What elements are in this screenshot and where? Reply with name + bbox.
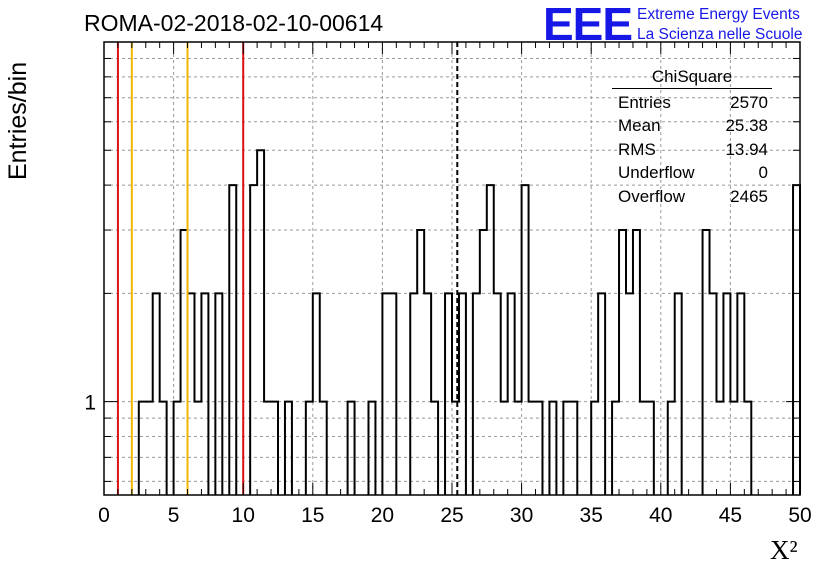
logo-mark: EEE xyxy=(543,0,633,50)
x-tick-label: 20 xyxy=(371,504,394,527)
y-tick-label: 1 xyxy=(84,392,96,415)
logo-line-1: Extreme Energy Events xyxy=(637,6,800,23)
x-tick-label: 25 xyxy=(440,504,463,527)
stats-label: Entries xyxy=(618,93,671,112)
stats-value: 25.38 xyxy=(725,116,768,136)
x-tick-label: 0 xyxy=(98,504,110,527)
x-tick-label: 30 xyxy=(510,504,533,527)
x-axis-label: X² xyxy=(770,535,798,565)
stats-label: RMS xyxy=(618,139,656,159)
x-tick-label: 15 xyxy=(301,504,324,527)
stats-row-entries: Entries 2570 xyxy=(612,91,772,114)
stats-box: ChiSquare Entries 2570 Mean 25.38 RMS 13… xyxy=(612,66,772,208)
stats-row-overflow: Overflow 2465 xyxy=(612,185,772,208)
eee-logo: EEE Extreme Energy Events La Scienza nel… xyxy=(543,0,833,50)
page-title: ROMA-02-2018-02-10-00614 xyxy=(84,10,384,36)
stats-title: ChiSquare xyxy=(651,67,733,86)
stats-row-mean: Mean 25.38 xyxy=(612,114,772,137)
histogram-series xyxy=(137,149,801,495)
x-tick-label: 35 xyxy=(580,504,603,527)
stats-value: 13.94 xyxy=(725,139,768,159)
stats-value: 2465 xyxy=(730,186,768,206)
stats-row-underflow: Underflow 0 xyxy=(612,161,772,184)
stats-row-rms: RMS 13.94 xyxy=(612,138,772,161)
stats-value: 0 xyxy=(758,163,768,183)
stats-label: Underflow xyxy=(618,163,695,183)
stats-label: Mean xyxy=(618,116,661,136)
x-tick-label: 45 xyxy=(719,504,742,527)
y-axis-label: Entries/bin xyxy=(4,61,32,180)
logo-line-2: La Scienza nelle Scuole xyxy=(637,26,803,43)
x-tick-label: 10 xyxy=(232,504,255,527)
x-tick-label: 40 xyxy=(649,504,672,527)
x-tick-label: 5 xyxy=(168,504,180,527)
stats-label: Overflow xyxy=(618,186,686,206)
x-tick-label: 50 xyxy=(788,504,811,527)
stats-value: 2570 xyxy=(730,93,768,112)
stats-divider xyxy=(612,88,772,89)
